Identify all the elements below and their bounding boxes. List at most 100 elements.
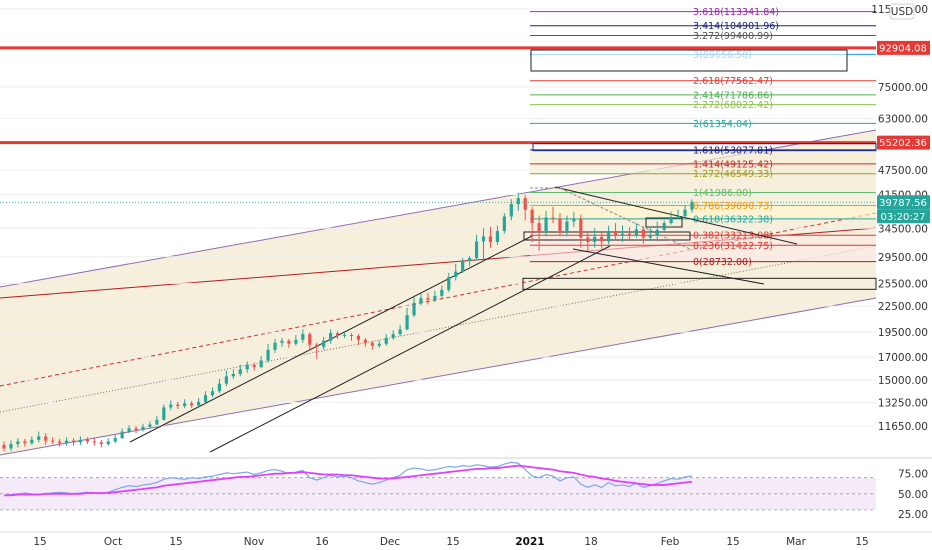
candle-body xyxy=(335,333,340,336)
candle-body xyxy=(141,426,145,430)
candle-body xyxy=(468,258,472,262)
candle-body xyxy=(231,373,235,377)
fib-level-label: 0.382(33213.08) xyxy=(693,231,773,242)
fib-level-label: 1.272(46549.33) xyxy=(693,169,773,180)
candle-body xyxy=(586,237,590,242)
time-tick-label: Feb xyxy=(661,536,680,548)
candle-body xyxy=(120,431,124,439)
candle-body xyxy=(600,236,604,242)
price-axis[interactable]: 115000.0075000.0063000.0047500.0041500.0… xyxy=(871,4,928,433)
candle-body xyxy=(203,395,208,402)
price-tick-label: 25500.00 xyxy=(878,278,928,290)
fib-level-label: 3.272(99400.99) xyxy=(693,31,773,42)
candle-body xyxy=(238,369,242,374)
price-tick-label: 29500.00 xyxy=(878,252,928,264)
candle-body xyxy=(23,441,27,444)
fib-zone xyxy=(530,149,876,174)
candle-body xyxy=(127,428,131,432)
falling-wedge-line xyxy=(572,248,765,285)
candle-body xyxy=(245,364,249,370)
candle-body xyxy=(648,235,652,238)
candle-body xyxy=(558,218,562,231)
candle-body xyxy=(655,229,659,236)
fib-level-label: 2(61354.04) xyxy=(693,119,752,130)
falling-wedge-line xyxy=(554,186,798,245)
candle-body xyxy=(634,229,639,236)
candle-body xyxy=(329,333,333,341)
candle-body xyxy=(106,441,110,445)
candle-body xyxy=(37,436,41,440)
fib-level-label: 2.618(77562.47) xyxy=(693,76,773,87)
time-tick-label: Mar xyxy=(786,536,806,548)
candle-body xyxy=(51,440,55,442)
candle-body xyxy=(92,441,96,443)
candle-body xyxy=(523,198,527,210)
time-tick-label: 2021 xyxy=(515,536,544,548)
candle-body xyxy=(99,442,103,445)
candle-body xyxy=(210,391,215,396)
candle-body xyxy=(620,233,625,235)
fib-level-label: 0.236(31422.75) xyxy=(693,241,773,252)
fib-extension-layer: 3.618(113341.84) 3.414(104901.96)3.272(99… xyxy=(522,7,877,290)
candle-body xyxy=(363,339,367,343)
candle-body xyxy=(57,441,62,444)
candle-body xyxy=(398,329,402,335)
candle-body xyxy=(502,216,506,231)
price-tick-label: 15000.00 xyxy=(878,375,928,387)
time-tick-label: 15 xyxy=(726,536,739,548)
rsi-ma-line xyxy=(4,464,693,497)
price-badge xyxy=(877,195,930,210)
time-tick-label: Oct xyxy=(104,536,122,548)
candle-body xyxy=(627,233,632,236)
rsi-axis: 75.00 50.00 25.00 xyxy=(898,469,928,521)
price-badge-label: 92904.08 xyxy=(879,43,927,54)
candle-body xyxy=(252,364,256,368)
candle-body xyxy=(322,340,326,347)
fib-zone xyxy=(530,205,876,219)
candle-body xyxy=(447,277,451,290)
candle-body xyxy=(495,230,500,242)
candle-body xyxy=(454,271,458,278)
candle-body xyxy=(148,424,152,427)
price-badge xyxy=(877,40,930,55)
candle-body xyxy=(190,403,194,406)
price-badge xyxy=(877,135,930,150)
candle-body xyxy=(301,334,305,340)
candle-body xyxy=(474,241,479,259)
level-box xyxy=(532,143,877,152)
candle-body xyxy=(287,340,291,344)
candle-body xyxy=(183,403,187,407)
candle-body xyxy=(481,236,486,242)
fib-level-label: 1.414(49125.42) xyxy=(693,159,773,170)
candle-body xyxy=(669,217,673,224)
candle-body xyxy=(607,230,611,242)
candle-body xyxy=(2,444,6,449)
candle-body xyxy=(113,438,117,442)
candle-body xyxy=(412,302,416,316)
fib-level-label: 2.414(71786.86) xyxy=(693,90,773,101)
candle-body xyxy=(259,360,263,368)
currency-button[interactable]: USD xyxy=(891,6,913,18)
candle-body xyxy=(266,349,270,361)
rsi-tick-label: 50.00 xyxy=(898,489,928,501)
time-tick-label: 15 xyxy=(855,536,868,548)
candle-body xyxy=(509,204,513,217)
fib-level-label: 2.272(68022.42) xyxy=(693,100,773,111)
candle-body xyxy=(440,289,444,296)
candle-body xyxy=(162,407,166,420)
consolidation-box xyxy=(523,231,691,241)
candle-body xyxy=(224,376,228,384)
candle-body xyxy=(377,343,381,346)
time-axis[interactable]: 15 Oct 15 Nov 16 Dec 15 2021 18 Feb 15 Mar 15 xyxy=(33,536,868,548)
channel-lower-line xyxy=(0,297,877,456)
candle-body xyxy=(196,401,201,406)
currency-button-frame[interactable] xyxy=(889,3,915,20)
candle-body xyxy=(294,339,298,344)
candle-body xyxy=(217,383,222,392)
price-tick-label: 34500.00 xyxy=(878,223,928,235)
candle-body xyxy=(273,342,277,350)
candle-body xyxy=(391,334,395,338)
candle-body xyxy=(572,218,576,222)
time-tick-label: Dec xyxy=(380,536,401,548)
